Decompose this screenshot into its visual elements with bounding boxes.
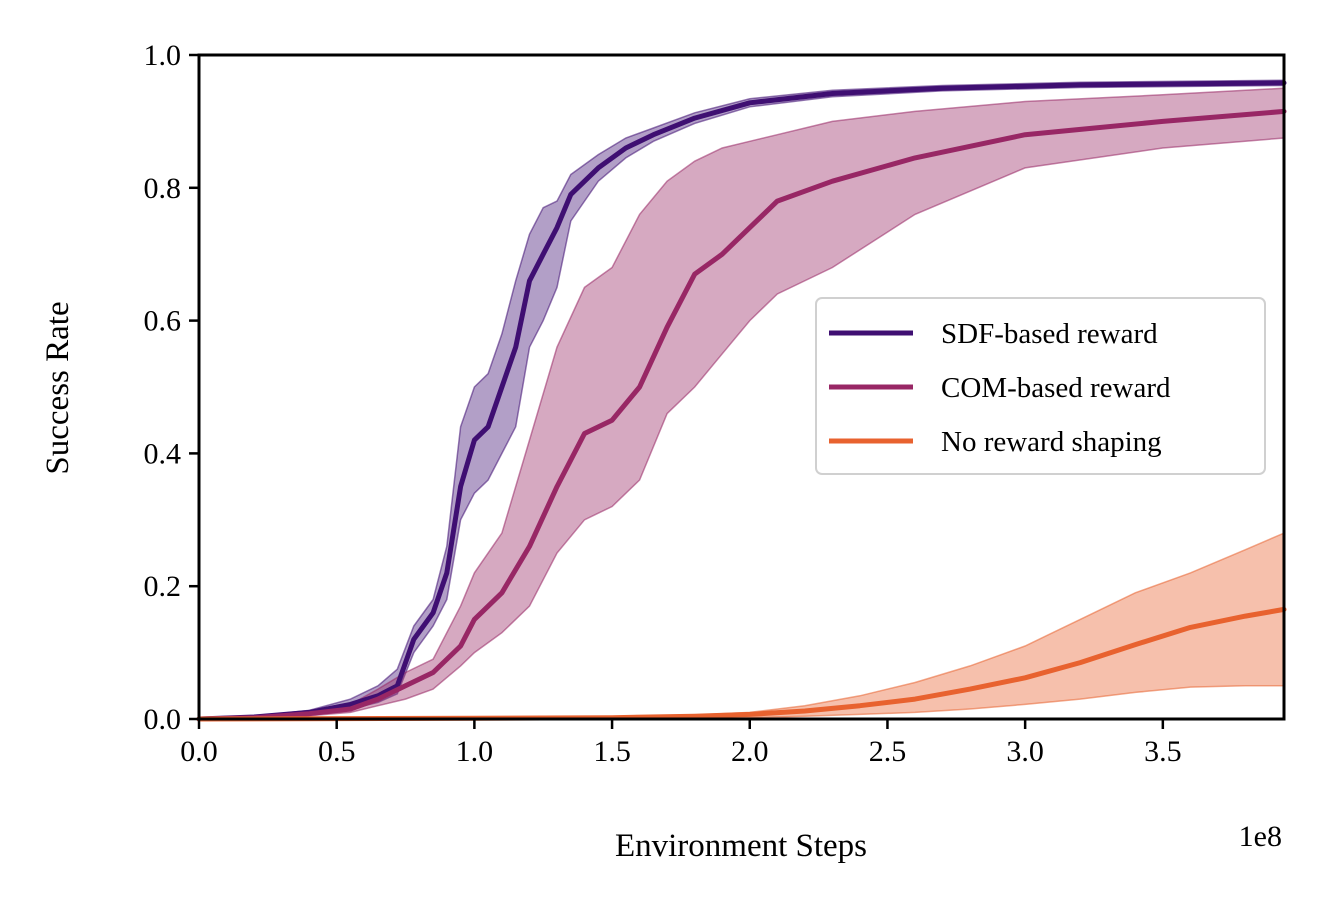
x-axis: 0.0 0.5 1.0 1.5 2.0 2.5 3.0 3.5 [180, 719, 1182, 768]
y-tick-label: 0.4 [144, 437, 182, 470]
series-line-sdf-based-reward [196, 80, 1287, 722]
y-axis-label: Success Rate [40, 301, 76, 474]
x-tick-label: 0.5 [318, 735, 356, 768]
series-line-no-reward-shaping [196, 606, 1287, 722]
series-lines [196, 80, 1287, 722]
y-tick-label: 1.0 [144, 39, 182, 72]
x-tick-label: 0.0 [180, 735, 218, 768]
x-tick-label: 2.5 [869, 735, 907, 768]
y-axis: 0.0 0.2 0.4 0.6 0.8 1.0 [144, 39, 199, 736]
x-tick-label: 2.0 [731, 735, 769, 768]
band-no-reward-shaping [198, 531, 1285, 720]
y-tick-label: 0.0 [144, 703, 182, 736]
x-axis-label: Environment Steps [615, 828, 867, 864]
x-tick-label: 3.5 [1144, 735, 1182, 768]
y-tick-label: 0.8 [144, 172, 182, 205]
x-tick-label: 1.0 [456, 735, 494, 768]
legend-label-no-reward-shaping: No reward shaping [941, 426, 1162, 458]
plot-frame [197, 53, 1286, 721]
legend: SDF-based reward COM-based reward No rewar… [815, 297, 1266, 475]
legend-box [815, 297, 1266, 475]
y-tick-label: 0.2 [144, 570, 182, 603]
legend-label-sdf-based-reward: SDF-based reward [941, 318, 1158, 350]
series-line-com-based-reward [196, 108, 1287, 722]
x-offset-label: 1e8 [1239, 820, 1282, 853]
x-tick-label: 1.5 [593, 735, 631, 768]
legend-label-com-based-reward: COM-based reward [941, 372, 1171, 404]
y-tick-label: 0.6 [144, 305, 182, 338]
x-tick-label: 3.0 [1006, 735, 1044, 768]
